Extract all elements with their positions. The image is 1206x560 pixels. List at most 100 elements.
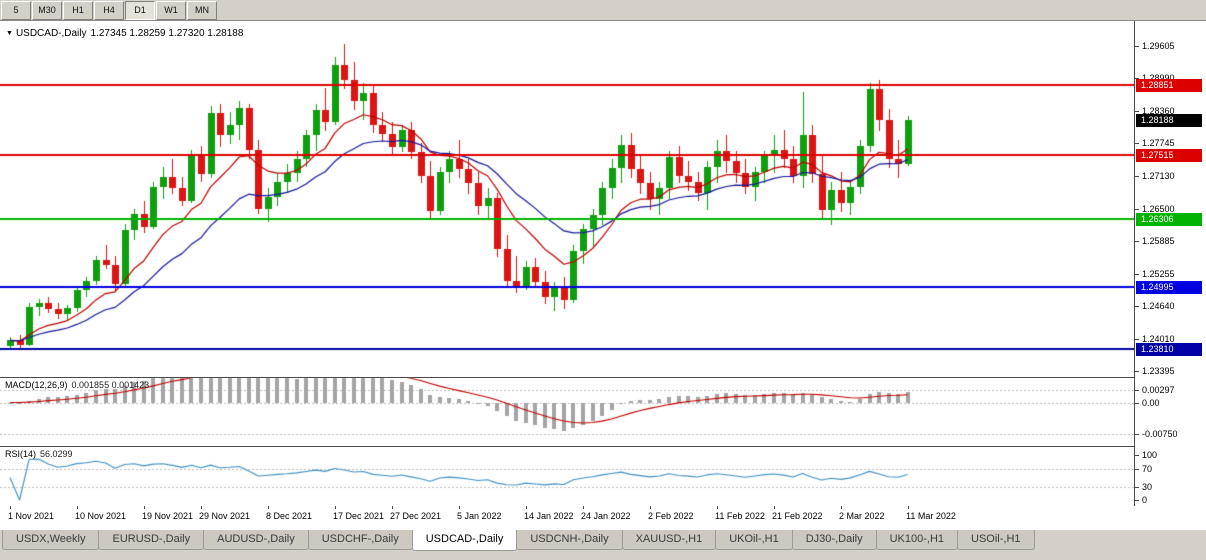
scale-tick-mark xyxy=(1135,469,1139,470)
chart-tab-usdx-weekly[interactable]: USDX,Weekly xyxy=(2,530,100,550)
timeframe-button-h4[interactable]: H4 xyxy=(94,0,124,20)
chart-tab-ukoil-h1[interactable]: UKOil-,H1 xyxy=(715,530,793,550)
time-tick-mark xyxy=(10,506,11,509)
time-tick-label: 14 Jan 2022 xyxy=(524,511,574,521)
chart-tab-eurusd-daily[interactable]: EURUSD-,Daily xyxy=(98,530,205,550)
timeframe-button-d1[interactable]: D1 xyxy=(125,0,155,20)
macd-axis-tick: -0.00750 xyxy=(1142,429,1178,439)
chart-tab-audusd-daily[interactable]: AUDUSD-,Daily xyxy=(203,530,309,550)
price-tick: 1.25885 xyxy=(1142,236,1175,246)
time-tick-label: 21 Feb 2022 xyxy=(772,511,823,521)
time-tick-label: 27 Dec 2021 xyxy=(390,511,442,521)
time-axis[interactable]: 1 Nov 2021 10 Nov 2021 19 Nov 2021 29 Nov 2… xyxy=(0,506,1206,530)
time-tick-mark xyxy=(650,506,651,509)
time-tick-mark xyxy=(841,506,842,509)
rsi-axis-tick: 0 xyxy=(1142,495,1148,505)
time-tick-label: 10 Nov 2021 xyxy=(75,511,127,521)
time-tick-mark xyxy=(908,506,909,509)
price-scale[interactable]: 1.29605 1.28990 1.28360 1.27745 1.27130 1.265… xyxy=(1135,21,1206,506)
timeframe-button-mn[interactable]: MN xyxy=(187,0,217,20)
chart-window: 1.29605 1.28990 1.28360 1.27745 1.27130 1.265… xyxy=(0,21,1206,530)
time-tick-label: 29 Nov 2021 xyxy=(199,511,251,521)
scale-tick-mark xyxy=(1135,209,1139,210)
macd-label: MACD(12,26,9) 0.001855 0.001423 xyxy=(5,380,149,390)
time-tick-label: 8 Dec 2021 xyxy=(266,511,313,521)
rsi-panel-separator xyxy=(0,446,1206,447)
time-tick-mark xyxy=(77,506,78,509)
timeframe-button-m30[interactable]: M30 xyxy=(32,0,62,20)
scale-tick-mark xyxy=(1135,143,1139,144)
time-tick-mark xyxy=(392,506,393,509)
status-strip xyxy=(0,553,1206,560)
hline-price-marker: 1.23810 xyxy=(1136,343,1202,356)
hline-price-marker: 1.26306 xyxy=(1136,213,1202,226)
macd-indicator-name: MACD(12,26,9) xyxy=(5,380,68,390)
timeframe-button-w1[interactable]: W1 xyxy=(156,0,186,20)
price-tick: 1.23395 xyxy=(1142,366,1175,376)
time-tick-mark xyxy=(717,506,718,509)
macd-panel-separator xyxy=(0,377,1206,378)
time-tick-mark xyxy=(144,506,145,509)
scale-tick-mark xyxy=(1135,403,1139,404)
macd-axis-tick: 0.00 xyxy=(1142,398,1160,408)
scale-tick-mark xyxy=(1135,500,1139,501)
scale-tick-mark xyxy=(1135,176,1139,177)
rsi-axis-tick: 100 xyxy=(1142,450,1158,460)
scale-tick-mark xyxy=(1135,46,1139,47)
rsi-axis-tick: 70 xyxy=(1142,464,1153,474)
scale-divider xyxy=(1134,21,1135,506)
chart-tab-usdcad-daily[interactable]: USDCAD-,Daily xyxy=(411,530,518,551)
price-tick: 1.27130 xyxy=(1142,171,1175,181)
chart-tab-xauusd-h1[interactable]: XAUUSD-,H1 xyxy=(621,530,717,550)
timeframe-toolbar: 5 M30 H1 H4 D1 W1 MN xyxy=(0,0,1206,21)
time-tick-label: 5 Jan 2022 xyxy=(457,511,502,521)
time-tick-label: 19 Nov 2021 xyxy=(142,511,194,521)
chart-tab-uk100-h1[interactable]: UK100-,H1 xyxy=(875,530,959,550)
time-tick-mark xyxy=(335,506,336,509)
price-tick: 1.29605 xyxy=(1142,41,1175,51)
time-tick-mark xyxy=(201,506,202,509)
macd-axis-tick: 0.00297 xyxy=(1142,385,1175,395)
scale-tick-mark xyxy=(1135,455,1139,456)
time-tick-label: 2 Mar 2022 xyxy=(839,511,885,521)
scale-tick-mark xyxy=(1135,111,1139,112)
scale-tick-mark xyxy=(1135,241,1139,242)
scale-tick-mark xyxy=(1135,371,1139,372)
rsi-indicator-value: 56.0299 xyxy=(40,449,73,459)
time-tick-label: 1 Nov 2021 xyxy=(8,511,55,521)
time-tick-mark xyxy=(774,506,775,509)
hline-price-marker: 1.27515 xyxy=(1136,149,1202,162)
chart-tab-usdcnh-daily[interactable]: USDCNH-,Daily xyxy=(516,530,623,550)
price-tick: 1.26500 xyxy=(1142,204,1175,214)
hline-price-marker: 1.24995 xyxy=(1136,281,1202,294)
time-tick-label: 17 Dec 2021 xyxy=(333,511,385,521)
time-tick-label: 24 Jan 2022 xyxy=(581,511,631,521)
timeframe-button-5[interactable]: 5 xyxy=(1,0,31,20)
chart-ohlc-values: 1.27345 1.28259 1.27320 1.28188 xyxy=(90,28,244,39)
price-chart-canvas[interactable] xyxy=(0,21,1134,506)
time-tick-mark xyxy=(526,506,527,509)
chart-dropdown-icon[interactable]: ▼ xyxy=(6,30,13,37)
scale-tick-mark xyxy=(1135,434,1139,435)
hline-price-marker: 1.28851 xyxy=(1136,79,1202,92)
chart-tab-usoil-h1[interactable]: USOil-,H1 xyxy=(957,530,1035,550)
time-tick-label: 11 Mar 2022 xyxy=(906,511,956,521)
chart-tab-dj30-daily[interactable]: DJ30-,Daily xyxy=(791,530,877,550)
scale-tick-mark xyxy=(1135,306,1139,307)
price-tick: 1.25255 xyxy=(1142,269,1175,279)
price-tick: 1.28360 xyxy=(1142,106,1175,116)
current-price-marker: 1.28188 xyxy=(1136,114,1202,127)
chart-tab-usdchf-daily[interactable]: USDCHF-,Daily xyxy=(307,530,413,550)
scale-tick-mark xyxy=(1135,78,1139,79)
scale-tick-mark xyxy=(1135,274,1139,275)
chart-tab-bar: USDX,Weekly EURUSD-,Daily AUDUSD-,Daily USD… xyxy=(0,530,1206,553)
price-tick: 1.27745 xyxy=(1142,138,1175,148)
timeframe-button-h1[interactable]: H1 xyxy=(63,0,93,20)
macd-indicator-values: 0.001855 0.001423 xyxy=(71,380,150,390)
time-tick-mark xyxy=(268,506,269,509)
rsi-axis-tick: 30 xyxy=(1142,482,1153,492)
time-tick-label: 2 Feb 2022 xyxy=(648,511,694,521)
time-tick-label: 11 Feb 2022 xyxy=(715,511,765,521)
chart-title: ▼ USDCAD-,Daily 1.27345 1.28259 1.27320 1.… xyxy=(6,28,243,39)
